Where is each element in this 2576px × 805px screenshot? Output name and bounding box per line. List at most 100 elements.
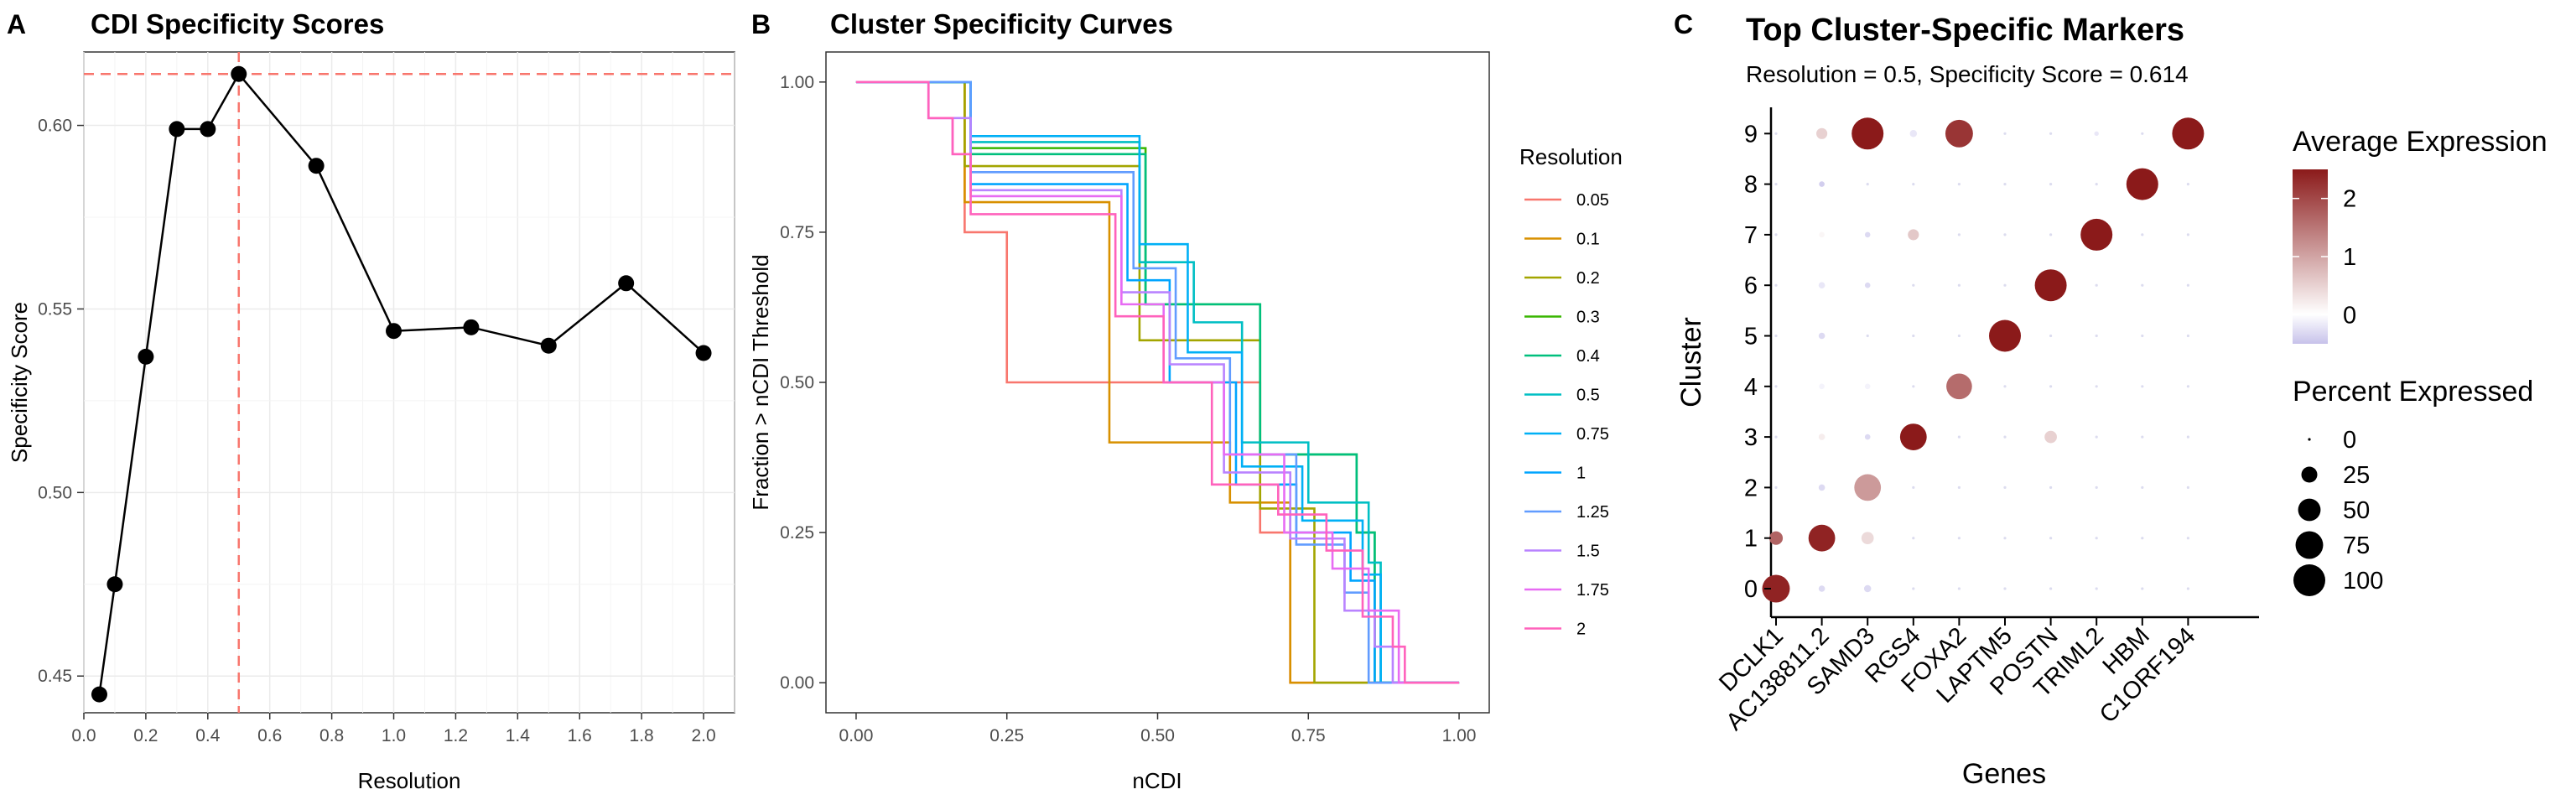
dot-empty [1774, 435, 1778, 439]
specificity-line [98, 72, 704, 695]
dot-empty [2141, 435, 2144, 439]
size-label-100: 100 [2343, 568, 2383, 595]
dot-AC138811.2-c5 [1818, 332, 1826, 340]
dot-empty [1774, 334, 1778, 338]
data-point [463, 319, 480, 335]
dot-empty [2095, 435, 2098, 439]
panel-b-legend-title: Resolution [1519, 144, 1623, 169]
dot-empty [2186, 183, 2189, 186]
size-legend: 0 25 50 75 100 [2293, 427, 2383, 596]
dot-empty [2049, 486, 2053, 490]
data-point [106, 576, 123, 593]
dot-empty [2003, 283, 2007, 287]
dot-empty [2095, 183, 2098, 186]
dot-empty [1912, 334, 1915, 338]
x-tick-label: 1.2 [444, 726, 468, 745]
data-point [138, 348, 154, 365]
color-tick-label: 2 [2343, 186, 2356, 213]
dot-empty [1912, 486, 1915, 490]
dot-empty [2095, 537, 2098, 540]
cluster-label-4: 4 [1744, 374, 1758, 401]
data-point [695, 345, 712, 361]
x-tick-label: 1.4 [506, 726, 531, 745]
dot-SAMD3-c7 [1864, 231, 1871, 238]
legend-label-0.1: 0.1 [1576, 231, 1600, 249]
color-legend-ticks: 2 1 0 [2293, 186, 2356, 329]
data-point [91, 686, 107, 703]
dot-empty [2003, 435, 2007, 439]
dot-SAMD3-c0 [1863, 584, 1872, 593]
x-tick-label: 1.8 [630, 726, 654, 745]
dot-AC138811.2-c2 [1818, 484, 1826, 491]
panel-b-x-ticks: 0.00 0.25 0.50 0.75 1.00 [839, 713, 1477, 745]
panel-a: A CDI Specificity Scores 0.0 0.2 0.4 0.6 0.8… [7, 8, 735, 793]
cluster-label-0: 0 [1744, 576, 1758, 603]
panel-c-x-ticks: DCLK1AC138811.2SAMD3RGS4FOXA2LAPTM5POSTN… [1714, 617, 2200, 735]
dot-empty [1866, 183, 1869, 186]
x-tick-label: 0.50 [1140, 726, 1175, 745]
panel-b: B Cluster Specificity Curves 0.00 0.25 0.5… [748, 8, 1623, 793]
dot-empty [2003, 486, 2007, 490]
dot-empty [2186, 537, 2189, 540]
data-point [308, 158, 325, 174]
size-label-75: 75 [2343, 532, 2370, 559]
size-key-25 [2301, 466, 2318, 483]
cluster-label-7: 7 [1744, 222, 1758, 249]
dot-RGS4-c7 [1908, 229, 1919, 241]
y-tick-label: 1.00 [780, 73, 814, 92]
panel-a-y-axis-title: Specificity Score [7, 302, 32, 463]
x-tick-label: 0.8 [319, 726, 344, 745]
dot-AC138811.2-c7 [1819, 231, 1825, 238]
size-label-50: 50 [2343, 497, 2370, 524]
size-key-75 [2295, 531, 2324, 559]
dot-AC138811.2-c9 [1816, 127, 1828, 139]
color-legend-title: Average Expression [2293, 126, 2547, 158]
cluster-label-9: 9 [1744, 121, 1758, 148]
dot-empty [2095, 587, 2098, 590]
x-tick-label: 0.2 [133, 726, 158, 745]
legend-label-2: 2 [1576, 621, 1586, 639]
color-tick-label: 1 [2343, 244, 2356, 271]
x-tick-label: 0.0 [71, 726, 96, 745]
x-tick-label: 0.25 [989, 726, 1024, 745]
size-legend-title: Percent Expressed [2293, 376, 2533, 408]
y-tick-label: 0.50 [780, 373, 814, 392]
dot-DCLK1-c1 [1768, 531, 1784, 545]
panel-c-x-axis-title: Genes [1962, 758, 2046, 790]
panel-a-reference-lines [84, 52, 735, 713]
legend-label-0.5: 0.5 [1576, 387, 1600, 405]
legend-label-0.4: 0.4 [1576, 347, 1600, 366]
cluster-label-1: 1 [1744, 526, 1758, 553]
dot-empty [2141, 233, 2144, 236]
legend-label-1.5: 1.5 [1576, 543, 1600, 561]
dot-empty [2186, 587, 2189, 590]
legend-label-0.05: 0.05 [1576, 191, 1609, 210]
dot-empty [1957, 486, 1961, 490]
dot-AC138811.2-c0 [1818, 585, 1826, 592]
size-key-50 [2298, 498, 2321, 522]
data-point [231, 65, 247, 82]
dot-empty [1957, 334, 1961, 338]
dot-empty [2003, 132, 2007, 135]
x-tick-label: 1.00 [1442, 726, 1477, 745]
dot-SAMD3-c4 [1864, 383, 1871, 390]
y-tick-label: 0.00 [780, 673, 814, 693]
panel-c-title: Top Cluster-Specific Markers [1746, 13, 2184, 48]
x-tick-label: 0.4 [195, 726, 221, 745]
x-tick-label: 1.0 [382, 726, 406, 745]
dot-empty [2186, 435, 2189, 439]
dot-empty [1957, 587, 1961, 590]
dot-empty [2141, 283, 2144, 287]
dot-AC138811.2-c3 [1818, 434, 1826, 440]
dot-empty [2141, 537, 2144, 540]
size-key-100 [2293, 564, 2325, 596]
panel-b-title: Cluster Specificity Curves [830, 8, 1173, 39]
dot-AC138811.2-c8 [1819, 181, 1825, 187]
dot-empty [1774, 486, 1778, 490]
legend-label-0.3: 0.3 [1576, 309, 1600, 327]
curve-1.5 [855, 80, 1460, 684]
panel-a-title: CDI Specificity Scores [91, 8, 384, 39]
panel-b-y-ticks: 0.00 0.25 0.50 0.75 1.00 [780, 73, 826, 693]
dot-empty [1912, 537, 1915, 540]
